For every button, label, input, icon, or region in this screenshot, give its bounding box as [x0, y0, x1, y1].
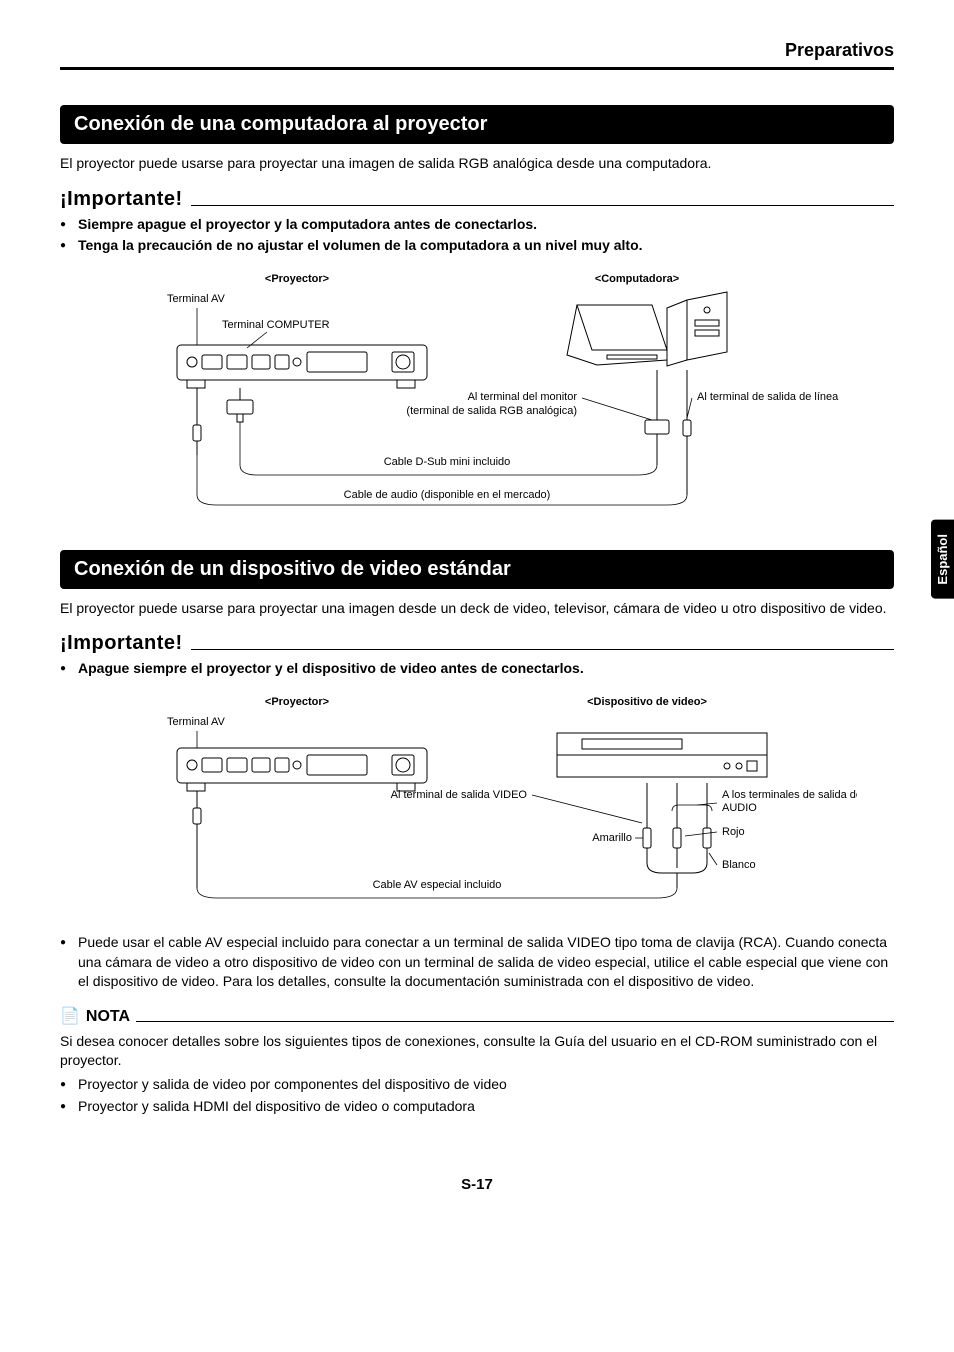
language-tab: Español	[931, 520, 954, 599]
svg-text:Blanco: Blanco	[722, 859, 756, 871]
bullet-item: Tenga la precaución de no ajustar el vol…	[60, 236, 894, 256]
bullet-item: Apague siempre el proyector y el disposi…	[60, 659, 894, 679]
bullet-item: Siempre apague el proyector y la computa…	[60, 215, 894, 235]
svg-text:(terminal de salida RGB analóg: (terminal de salida RGB analógica)	[406, 405, 577, 417]
svg-text:Cable D-Sub mini incluido: Cable D-Sub mini incluido	[384, 456, 511, 468]
svg-text:<Proyector>: <Proyector>	[265, 696, 329, 708]
bullet-item: Puede usar el cable AV especial incluido…	[60, 933, 894, 992]
section1-title: Conexión de una computadora al proyector	[60, 105, 894, 144]
svg-text:AUDIO: AUDIO	[722, 802, 757, 814]
bullet-item: Proyector y salida de video por componen…	[60, 1075, 894, 1095]
svg-text:Amarillo: Amarillo	[592, 832, 632, 844]
svg-text:Terminal COMPUTER: Terminal COMPUTER	[222, 319, 330, 331]
svg-text:Rojo: Rojo	[722, 826, 745, 838]
page-header: Preparativos	[60, 40, 894, 70]
svg-text:Al terminal del monitor: Al terminal del monitor	[468, 391, 578, 403]
svg-text:Terminal AV: Terminal AV	[167, 716, 226, 728]
page-number: S-17	[60, 1176, 894, 1193]
note-icon: 📄	[60, 1006, 80, 1026]
rule-line	[191, 205, 894, 206]
nota-label: NOTA	[86, 1008, 130, 1026]
svg-text:A los terminales de salida de: A los terminales de salida de	[722, 789, 857, 801]
nota-bullets: Proyector y salida de video por componen…	[60, 1075, 894, 1116]
section2-bullets: Apague siempre el proyector y el disposi…	[60, 659, 894, 679]
svg-text:Terminal AV: Terminal AV	[167, 293, 226, 305]
svg-text:<Proyector>: <Proyector>	[265, 273, 329, 285]
importante-label: ¡Importante!	[60, 632, 183, 655]
section2-after-bullets: Puede usar el cable AV especial incluido…	[60, 933, 894, 992]
section2-title: Conexión de un dispositivo de video está…	[60, 550, 894, 589]
svg-text:<Computadora>: <Computadora>	[595, 273, 679, 285]
rule-line	[191, 649, 894, 650]
section2-diagram: <Proyector> <Dispositivo de video> Termi…	[60, 693, 894, 903]
bullet-item: Proyector y salida HDMI del dispositivo …	[60, 1097, 894, 1117]
section1-importante: ¡Importante! Siempre apague el proyector…	[60, 188, 894, 256]
svg-text:Al terminal de salida VIDEO: Al terminal de salida VIDEO	[391, 789, 528, 801]
section1-intro: El proyector puede usarse para proyectar…	[60, 154, 894, 174]
section2-intro: El proyector puede usarse para proyectar…	[60, 599, 894, 619]
section1-bullets: Siempre apague el proyector y la computa…	[60, 215, 894, 256]
rule-line	[136, 1021, 894, 1022]
section2-importante: ¡Importante! Apague siempre el proyector…	[60, 632, 894, 679]
svg-text:<Dispositivo de video>: <Dispositivo de video>	[587, 696, 707, 708]
section1-diagram: <Proyector> <Computadora> Terminal AV Te…	[60, 270, 894, 520]
svg-text:Cable AV especial incluido: Cable AV especial incluido	[373, 879, 502, 891]
nota-text: Si desea conocer detalles sobre los sigu…	[60, 1032, 894, 1071]
svg-text:Cable de audio (disponible en: Cable de audio (disponible en el mercado…	[344, 489, 551, 501]
svg-text:Al terminal de salida de línea: Al terminal de salida de línea	[697, 391, 839, 403]
nota-block: 📄 NOTA Si desea conocer detalles sobre l…	[60, 1006, 894, 1116]
importante-label: ¡Importante!	[60, 188, 183, 211]
